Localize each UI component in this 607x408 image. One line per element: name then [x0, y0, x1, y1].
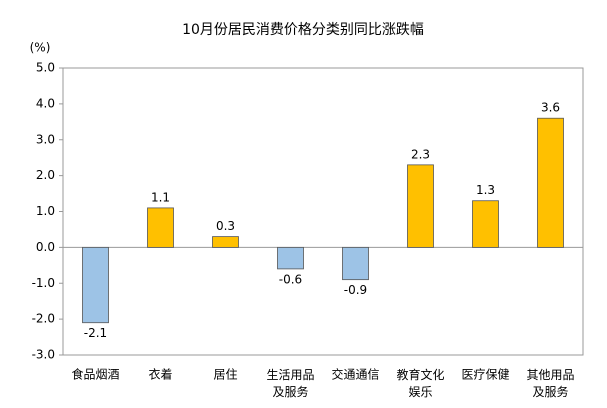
x-tick-label: 居住	[213, 368, 237, 382]
bar	[212, 236, 239, 248]
bar	[407, 164, 434, 248]
y-tick-label: 1.0	[36, 204, 55, 218]
y-tick-label: 2.0	[36, 168, 55, 182]
y-tick-label: 0.0	[36, 240, 55, 254]
data-label: 1.1	[151, 190, 170, 204]
data-label: -0.9	[344, 283, 367, 297]
y-tick-label: -3.0	[32, 348, 55, 362]
chart-title: 10月份居民消费价格分类别同比涨跌幅	[182, 22, 424, 38]
data-label: -0.6	[279, 272, 302, 286]
x-tick-label: 生活用品及服务	[266, 368, 314, 399]
x-tick-label: 其他用品及服务	[526, 368, 574, 399]
y-tick-label: -1.0	[32, 276, 55, 290]
y-tick-label: -2.0	[32, 312, 55, 326]
data-label: 1.3	[476, 183, 495, 197]
bar	[472, 200, 499, 248]
y-tick-label: 5.0	[36, 61, 55, 75]
x-tick-label: 食品烟酒	[71, 367, 119, 382]
y-tick-label: 3.0	[36, 132, 55, 146]
data-label: 2.3	[411, 147, 430, 161]
y-tick-label: 4.0	[36, 96, 55, 110]
x-tick-label: 医疗保健	[461, 368, 509, 382]
bar	[342, 246, 369, 281]
plot-frame	[62, 67, 584, 356]
data-label: 3.6	[541, 101, 560, 115]
bar	[277, 246, 304, 270]
y-axis-label: (%)	[30, 41, 51, 55]
bar	[82, 246, 109, 324]
x-tick-label: 教育文化娱乐	[396, 367, 444, 399]
data-label: 0.3	[216, 219, 235, 233]
bar	[537, 117, 564, 248]
x-tick-label: 交通通信	[331, 367, 379, 382]
x-tick-label: 衣着	[148, 367, 172, 382]
bar	[147, 207, 174, 248]
data-label: -2.1	[84, 326, 107, 340]
